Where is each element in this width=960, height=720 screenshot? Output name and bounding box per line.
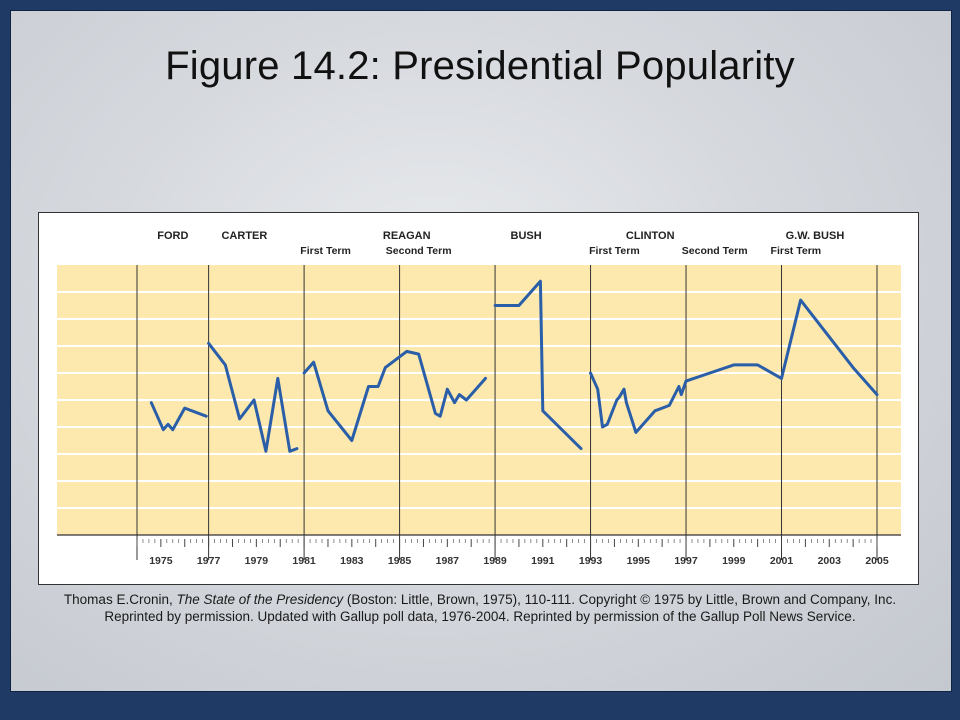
grid-lines: [57, 291, 901, 509]
x-tick-label: 2003: [818, 555, 842, 567]
x-tick-label: 2001: [770, 555, 794, 567]
president-name-label: REAGAN: [383, 230, 431, 242]
x-tick-label: 1983: [340, 555, 364, 567]
president-name-label: FORD: [157, 230, 188, 242]
president-name-label: CLINTON: [626, 230, 675, 242]
x-tick-label: 1991: [531, 555, 555, 567]
x-axis: 1975 1977 1979 1981 1983 1985 1987 1989 1991 1993…: [57, 534, 901, 567]
x-tick-label: 1999: [722, 555, 746, 567]
x-tick-label: 1997: [674, 555, 698, 567]
president-name-label: BUSH: [511, 230, 542, 242]
approval-series: [149, 279, 879, 453]
term-boundary-lines: [136, 265, 878, 560]
x-tick-label: 1993: [579, 555, 603, 567]
term-label: First Term: [300, 245, 351, 257]
term-label: Second Term: [682, 245, 748, 257]
x-tick-label: 1989: [483, 555, 507, 567]
x-tick-label: 1995: [627, 555, 651, 567]
term-label: Second Term: [386, 245, 452, 257]
chart-frame: FORD CARTER REAGAN First Term Second Term BUS…: [38, 212, 919, 585]
x-tick-label: 1975: [149, 555, 173, 567]
presidential-popularity-chart: FORD CARTER REAGAN First Term Second Term BUS…: [57, 230, 901, 567]
president-labels: FORD CARTER REAGAN First Term Second Term BUS…: [157, 230, 844, 257]
x-tick-label: 1977: [197, 555, 221, 567]
term-label: First Term: [771, 245, 822, 257]
x-tick-label: 1985: [388, 555, 412, 567]
approval-line-3: [302, 349, 487, 442]
approval-line-6: [780, 298, 879, 397]
president-name-label: CARTER: [221, 230, 267, 242]
source-caption: Thomas E.Cronin, The State of the Presid…: [40, 591, 920, 625]
caption-book-title: The State of the Presidency: [176, 592, 344, 607]
slide-title: Figure 14.2: Presidential Popularity: [165, 44, 795, 88]
x-tick-label: 1987: [436, 555, 460, 567]
approval-line-4: [493, 279, 583, 451]
president-name-label: G.W. BUSH: [786, 230, 845, 242]
approval-line-1: [149, 401, 208, 432]
x-tick-label: 1981: [292, 555, 316, 567]
caption-author: Thomas E.Cronin,: [63, 592, 177, 607]
x-tick-label: 2005: [865, 555, 889, 567]
x-tick-label: 1979: [245, 555, 269, 567]
caption-details: (Boston: Little, Brown, 1975), 110-111. …: [104, 592, 897, 624]
approval-line-5: [589, 363, 783, 434]
approval-line-2: [207, 341, 299, 453]
term-label: First Term: [589, 245, 640, 257]
